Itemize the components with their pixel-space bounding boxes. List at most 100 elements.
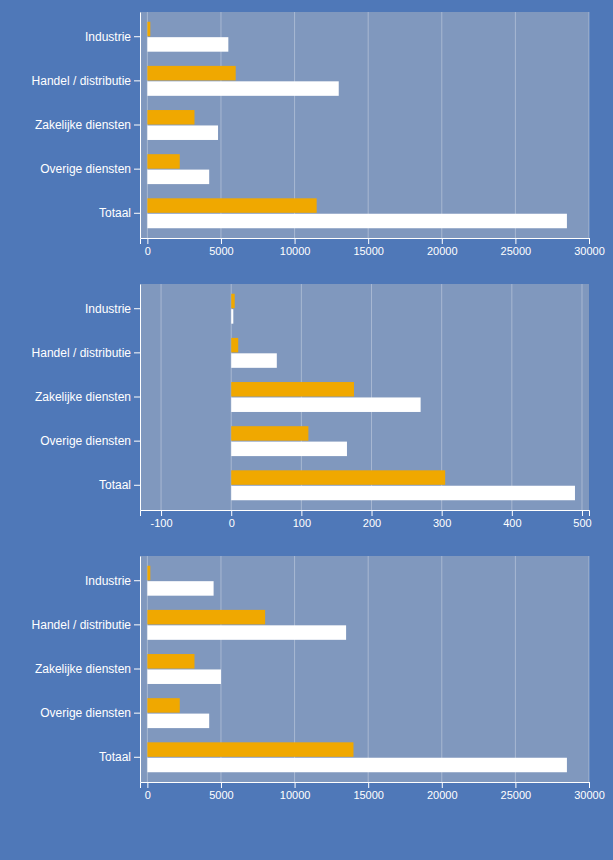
x-tick-mark [442,782,443,788]
bar [147,170,209,185]
bar [147,198,316,213]
series [147,581,567,772]
x-tick-label: 10000 [280,789,311,801]
bar [231,353,277,368]
x-tick-label: 25000 [501,789,532,801]
x-tick-mark [368,782,369,788]
grid-line [441,12,442,238]
x-axis-line [141,783,590,789]
x-tick: 30000 [574,782,605,801]
bar [147,714,209,729]
grid-line [511,284,512,510]
x-tick: 100 [293,510,311,529]
x-tick-label: 0 [229,517,235,529]
y-tick-mark [134,397,140,398]
y-tick-mark [134,624,140,625]
x-tick-mark [161,510,162,516]
y-tick: Totaal [99,478,140,492]
y-tick-mark [134,169,140,170]
bars [147,566,567,772]
x-tick: 400 [503,510,521,529]
bar [231,294,235,309]
x-tick-label: 10000 [280,245,311,257]
x-axis: 0 5000 10000 15000 20000 25000 30000 [141,782,605,801]
x-tick-label: 400 [503,517,521,529]
y-tick: Overige diensten [40,434,140,448]
x-tick: 5000 [209,782,233,801]
x-axis: 050001000015000200002500030000 [141,238,605,257]
y-tick: Overige diensten [40,162,140,176]
y-tick-label: Handel / distributie [32,618,132,632]
bar [231,426,308,441]
bar [231,470,445,485]
y-tick-label: Handel / distributie [32,74,132,88]
y-axis-line [140,13,141,239]
x-tick-mark [442,238,443,244]
bar [147,581,213,596]
bar [147,654,194,669]
x-tick-mark [515,238,516,244]
x-tick-label: 5000 [209,789,233,801]
y-tick: Totaal [99,206,140,220]
bar [147,610,265,625]
panel: 050001000015000200002500030000IndustrieH… [32,12,605,257]
bar [147,22,150,37]
grid-line [441,556,442,782]
x-tick-label: 15000 [353,245,384,257]
y-tick-mark [134,352,140,353]
bars [231,294,575,500]
x-tick-label: 20000 [427,789,458,801]
panel: 0 5000 10000 15000 20000 25000 30000 Industrie H… [32,556,605,801]
x-tick-label: 500 [573,517,591,529]
bar [231,397,420,412]
series [231,294,445,485]
grid-line [515,556,516,782]
x-tick: 25000 [501,238,532,257]
bar [231,486,575,501]
x-tick: 25000 [501,782,532,801]
grid-line [581,284,582,510]
chart-svg: 050001000015000200002500030000IndustrieH… [0,0,613,860]
x-axis: -1000100200300400500 [141,510,592,529]
bar [147,698,179,713]
bar [147,669,221,684]
y-tick-mark [134,669,140,670]
y-tick: Zakelijke diensten [35,118,140,132]
y-tick-label: Industrie [85,574,131,588]
x-tick-label: 5000 [209,245,233,257]
y-tick: Zakelijke diensten [35,390,140,404]
y-axis: Industrie Handel / distributie Zakelijke d… [32,13,141,239]
y-tick: Handel / distributie [32,346,140,360]
x-tick-mark [231,510,232,516]
x-tick: 200 [363,510,381,529]
bar [147,566,150,581]
x-tick-mark [589,782,590,788]
y-axis-line [140,285,141,511]
x-tick-label: -100 [151,517,173,529]
x-tick: 500 [573,510,591,529]
bar [231,382,354,397]
y-tick-mark [134,485,140,486]
y-tick-label: Overige diensten [40,162,131,176]
y-tick-label: Industrie [85,30,131,44]
x-tick: 15000 [353,782,384,801]
x-tick-mark [295,238,296,244]
x-tick-mark [295,782,296,788]
panel: -1000100200300400500IndustrieHandel / di… [32,284,592,529]
y-axis-line [140,557,141,783]
y-tick: Industrie [85,30,140,44]
x-tick-label: 0 [145,789,151,801]
x-tick: 20000 [427,782,458,801]
x-axis-line [141,239,590,245]
bar [147,758,567,773]
grid-line [368,12,369,238]
bar [147,81,338,96]
x-tick: 10000 [280,238,311,257]
x-tick: 10000 [280,782,311,801]
y-tick-label: Zakelijke diensten [35,662,131,676]
bar [147,125,218,140]
y-tick: Handel / distributie [32,74,140,88]
x-tick-mark [582,510,583,516]
y-tick-mark [134,80,140,81]
x-tick: 0 [145,238,151,257]
